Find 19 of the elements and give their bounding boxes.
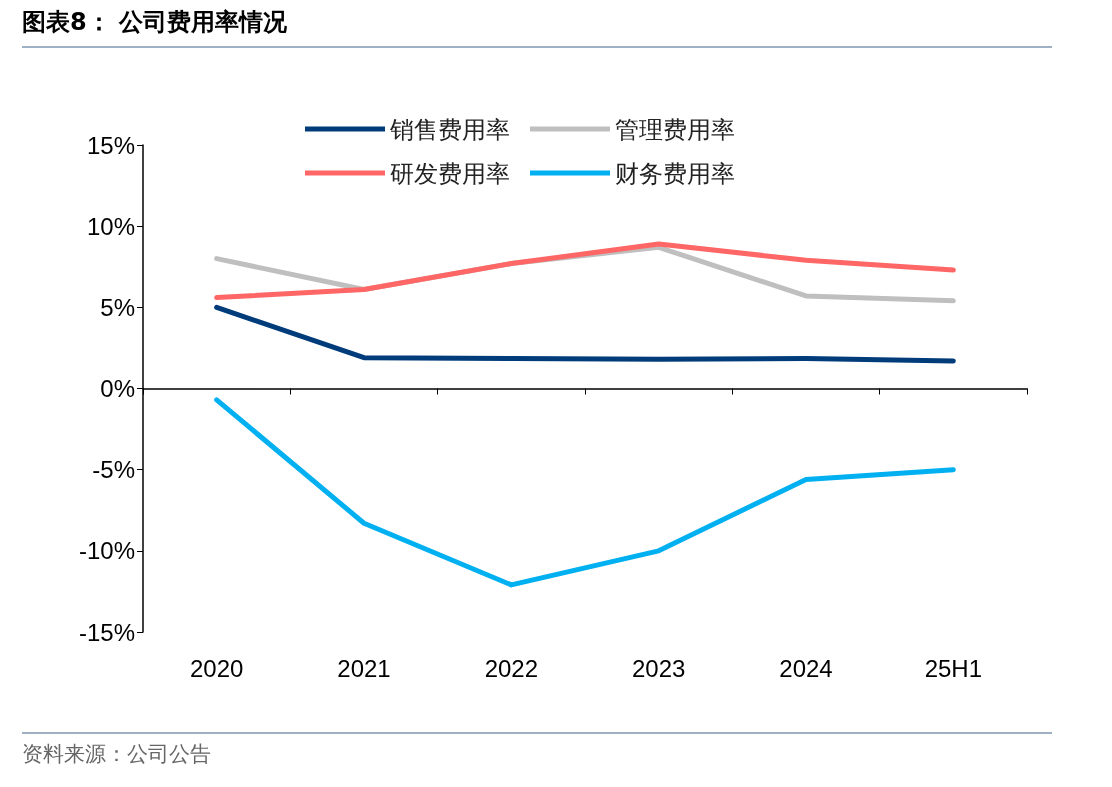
y-tick-label: -10%	[78, 537, 135, 565]
legend-label: 管理费用率	[615, 115, 735, 143]
y-tick-label: 10%	[86, 212, 135, 240]
legend-label: 研发费用率	[390, 159, 510, 187]
y-tick-label: -15%	[78, 618, 135, 646]
x-tick-label: 2023	[631, 654, 686, 682]
chart-title: 图表8： 公司费用率情况	[22, 6, 1052, 48]
x-tick-label: 25H1	[924, 654, 983, 682]
y-tick-label: -5%	[92, 456, 135, 484]
y-tick-label: 5%	[100, 293, 135, 321]
y-tick-label: 15%	[86, 131, 135, 159]
text: 资料来源：公司公告	[22, 732, 1052, 768]
x-tick-label: 2022	[484, 654, 539, 682]
legend-label: 财务费用率	[615, 159, 735, 187]
x-tick-label: 2024	[779, 654, 833, 682]
x-tick-label: 2020	[189, 654, 244, 682]
x-tick-label: 2021	[337, 654, 391, 682]
y-tick-label: 0%	[100, 375, 135, 402]
legend-label: 销售费用率	[389, 115, 510, 143]
